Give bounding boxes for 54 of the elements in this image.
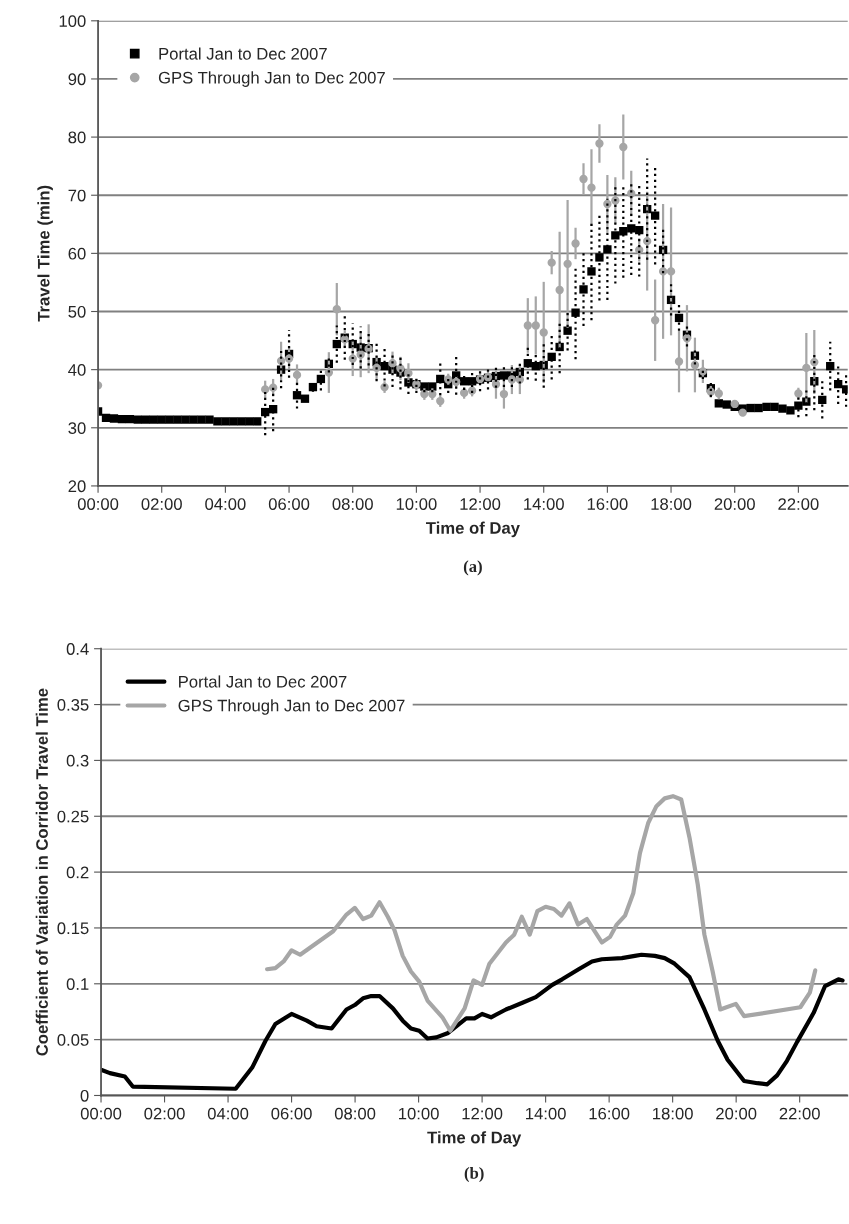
x-tick-label: 18:00 bbox=[651, 498, 692, 510]
x-tick-label: 12:00 bbox=[462, 1107, 503, 1120]
y-tick-label: 0.3 bbox=[66, 754, 89, 767]
x-tick-label: 00:00 bbox=[80, 1107, 122, 1120]
y-tick-label: 70 bbox=[68, 189, 86, 202]
legend-label: Portal Jan to Dec 2007 bbox=[179, 675, 347, 688]
y-tick-label: 0.35 bbox=[57, 698, 89, 711]
y-tick-label: 0.2 bbox=[66, 866, 89, 879]
x-tick-label: 02:00 bbox=[144, 1107, 185, 1120]
x-tick-label: 12:00 bbox=[460, 498, 501, 510]
y-tick-label: 100 bbox=[59, 15, 86, 28]
y-tick-label: 0.05 bbox=[57, 1034, 89, 1046]
x-tick-label: 04:00 bbox=[205, 498, 246, 510]
x-tick-label: 08:00 bbox=[332, 498, 373, 510]
y-tick-label: 0.4 bbox=[66, 643, 89, 655]
x-tick-label: 14:00 bbox=[524, 498, 564, 510]
x-tick-label: 06:00 bbox=[271, 1107, 312, 1120]
text: (b) bbox=[464, 1166, 484, 1183]
x-axis-title: Time of Day bbox=[426, 521, 520, 538]
x-tick-label: 16:00 bbox=[587, 498, 628, 510]
x-tick-label: 10:00 bbox=[396, 498, 437, 510]
y-tick-label: 90 bbox=[68, 73, 86, 86]
x-tick-label: 18:00 bbox=[653, 1107, 693, 1120]
y-tick-label: 80 bbox=[68, 131, 86, 144]
legend-label: Portal Jan to Dec 2007 bbox=[159, 47, 327, 60]
x-tick-label: 22:00 bbox=[778, 498, 819, 510]
x-tick-label: 14:00 bbox=[526, 1107, 566, 1120]
line-series bbox=[265, 794, 818, 1033]
y-tick-label: 0.15 bbox=[57, 922, 89, 935]
x-tick-label: 20:00 bbox=[716, 1107, 757, 1120]
y-tick-label: 60 bbox=[68, 247, 86, 260]
x-tick-label: 06:00 bbox=[268, 498, 310, 510]
x-tick-label: 02:00 bbox=[141, 498, 182, 510]
x-axis-title: Time of Day bbox=[427, 1131, 522, 1147]
y-tick-label: 20 bbox=[68, 480, 86, 493]
line-series bbox=[101, 952, 845, 1091]
x-tick-label: 22:00 bbox=[779, 1107, 820, 1120]
y-axis-title: Coefficient of Variation in Corridor Travel Time bbox=[35, 688, 48, 1056]
y-axis-title: Travel Time (min) bbox=[37, 185, 53, 322]
x-tick-label: 20:00 bbox=[714, 498, 755, 510]
x-tick-label: 16:00 bbox=[589, 1107, 630, 1120]
y-tick-label: 0.25 bbox=[57, 810, 89, 823]
legend-label: GPS Through Jan to Dec 2007 bbox=[178, 699, 405, 715]
x-tick-label: 10:00 bbox=[399, 1107, 439, 1120]
y-tick-label: 40 bbox=[68, 364, 86, 376]
text: (a) bbox=[463, 560, 482, 576]
y-tick-label: 50 bbox=[68, 305, 86, 318]
y-tick-label: 30 bbox=[68, 422, 86, 434]
x-tick-label: 08:00 bbox=[334, 1107, 376, 1120]
x-tick-label: 00:00 bbox=[77, 498, 119, 510]
y-tick-label: 0 bbox=[80, 1089, 89, 1102]
legend-label: GPS Through Jan to Dec 2007 bbox=[158, 71, 385, 87]
y-tick-label: 0.1 bbox=[66, 978, 89, 990]
x-tick-label: 04:00 bbox=[207, 1107, 249, 1120]
